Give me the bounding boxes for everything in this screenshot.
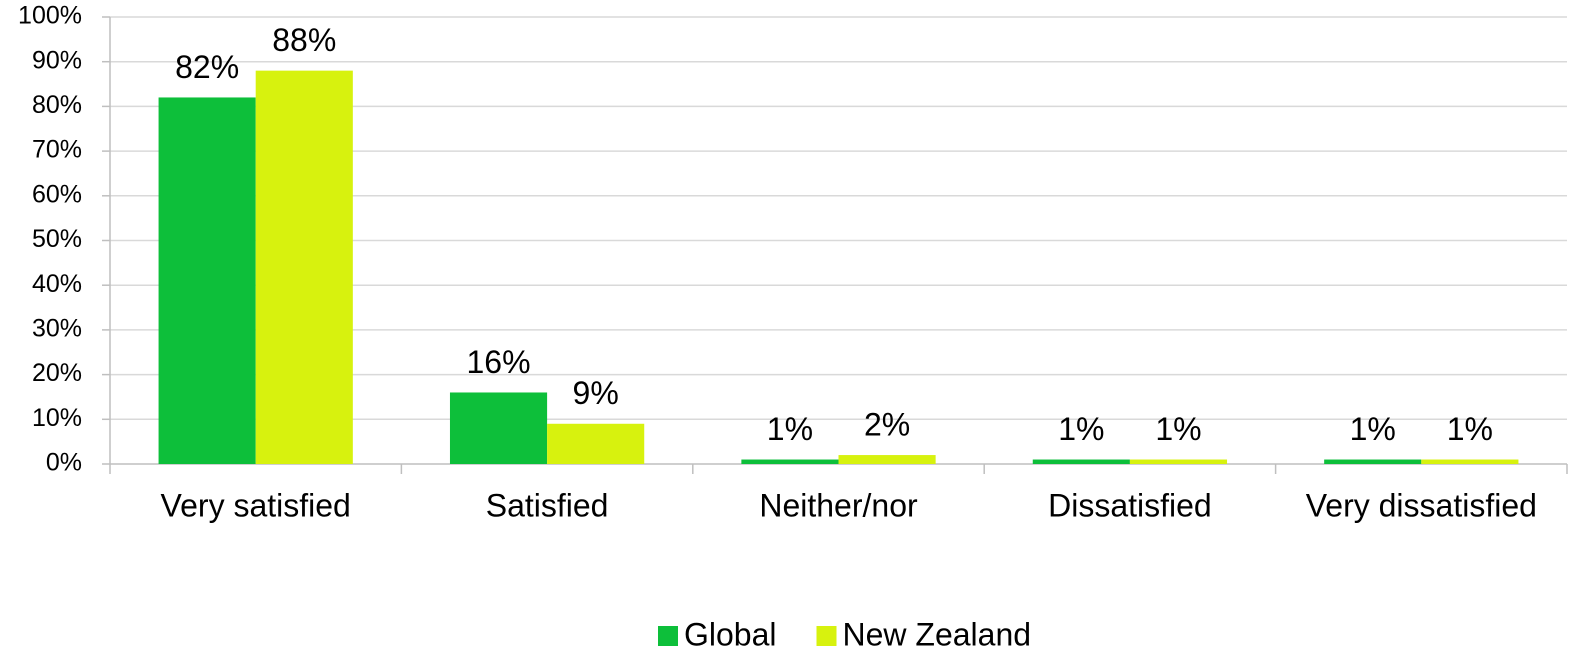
legend-swatch xyxy=(816,626,837,646)
x-tick-label: Neither/nor xyxy=(759,487,918,523)
data-label: 1% xyxy=(1155,411,1201,447)
bar xyxy=(255,70,353,464)
x-tick-label: Very dissatisfied xyxy=(1306,487,1537,523)
legend-swatch xyxy=(658,626,678,646)
data-label: 82% xyxy=(175,49,239,85)
x-tick-label: Dissatisfied xyxy=(1048,487,1212,523)
x-tick-label: Very satisfied xyxy=(161,487,351,523)
bar xyxy=(1421,459,1519,464)
bar xyxy=(838,455,936,464)
bar xyxy=(1324,459,1422,464)
bar xyxy=(547,423,645,464)
y-tick-label: 20% xyxy=(32,359,82,387)
data-label: 88% xyxy=(272,22,336,58)
bar xyxy=(1129,459,1228,464)
bar xyxy=(158,97,256,465)
y-tick-label: 80% xyxy=(32,91,82,119)
y-tick-label: 60% xyxy=(32,180,82,208)
y-tick-label: 50% xyxy=(32,225,82,253)
legend-label: New Zealand xyxy=(843,616,1032,652)
data-label: 9% xyxy=(573,375,619,411)
y-tick-label: 40% xyxy=(32,270,82,298)
bar xyxy=(449,392,548,464)
data-label: 2% xyxy=(864,407,910,443)
y-tick-label: 0% xyxy=(46,449,82,477)
data-label: 1% xyxy=(1447,411,1493,447)
data-label: 1% xyxy=(1350,411,1396,447)
y-tick-label: 70% xyxy=(32,136,82,164)
legend-label: Global xyxy=(684,616,777,652)
y-tick-label: 90% xyxy=(32,46,82,74)
data-label: 1% xyxy=(1058,411,1104,447)
y-tick-label: 100% xyxy=(18,2,82,30)
x-tick-label: Satisfied xyxy=(486,487,609,523)
data-label: 16% xyxy=(467,344,531,380)
data-label: 1% xyxy=(767,411,813,447)
bar xyxy=(741,459,839,464)
y-tick-label: 10% xyxy=(32,404,82,432)
y-tick-label: 30% xyxy=(32,315,82,343)
bar xyxy=(1032,459,1130,464)
